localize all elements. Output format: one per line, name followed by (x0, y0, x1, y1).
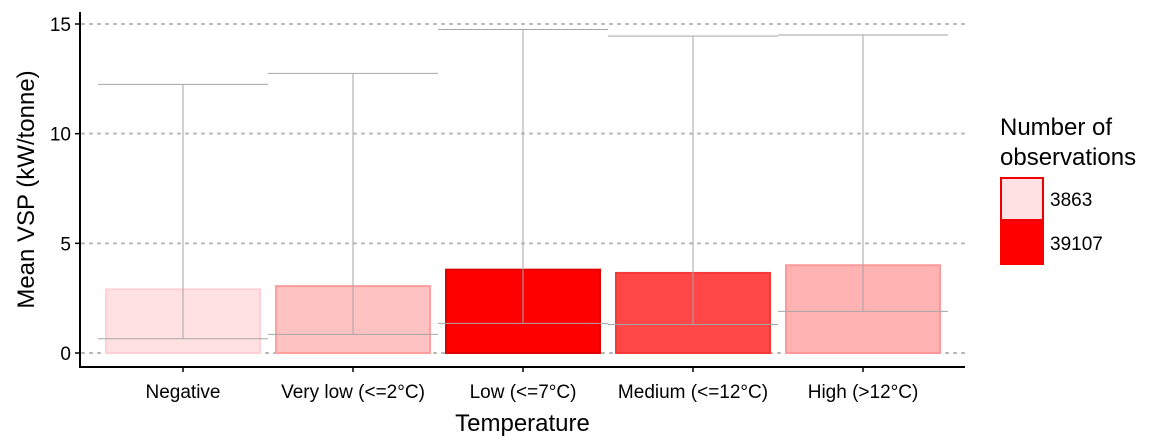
error-bar-3 (438, 28, 608, 324)
legend: Number of observations 3863 39107 (1000, 114, 1136, 265)
legend-entry-1: 3863 (1000, 177, 1092, 221)
y-tick-labels: 0 5 10 15 (50, 15, 71, 365)
x-axis-title: Temperature (455, 410, 590, 436)
x-tick-label-4: Medium (<=12°C) (618, 382, 768, 403)
legend-title-line-1: Number of (1000, 114, 1112, 141)
x-tick-labels: Negative Very low (<=2°C) Low (<=7°C) Mediu… (146, 382, 919, 403)
legend-entries: 3863 39107 (1000, 177, 1103, 265)
axes (75, 12, 965, 372)
y-tick-label-15: 15 (50, 15, 71, 36)
y-tick-label-0: 0 (60, 344, 71, 365)
error-bar-1 (98, 83, 268, 340)
y-tick-label-5: 5 (60, 234, 71, 255)
y-axis-title: Mean VSP (kW/tonne) (13, 70, 40, 308)
x-tick-label-3: Low (<=7°C) (470, 382, 577, 403)
error-bar-5 (778, 34, 948, 312)
legend-label-2: 39107 (1050, 234, 1103, 255)
legend-key-1 (1000, 177, 1044, 221)
y-tick-label-10: 10 (50, 125, 71, 146)
error-bar-2 (268, 72, 438, 335)
error-bar-4 (608, 35, 778, 325)
x-tick-label-5: High (>12°C) (808, 382, 919, 403)
legend-key-2 (1000, 221, 1044, 265)
x-tick-label-2: Very low (<=2°C) (281, 382, 425, 403)
legend-title-line-2: observations (1000, 144, 1136, 171)
x-tick-label-1: Negative (146, 382, 221, 403)
legend-label-1: 3863 (1050, 190, 1092, 211)
error-bars (98, 28, 948, 340)
legend-entry-2: 39107 (1000, 221, 1103, 265)
